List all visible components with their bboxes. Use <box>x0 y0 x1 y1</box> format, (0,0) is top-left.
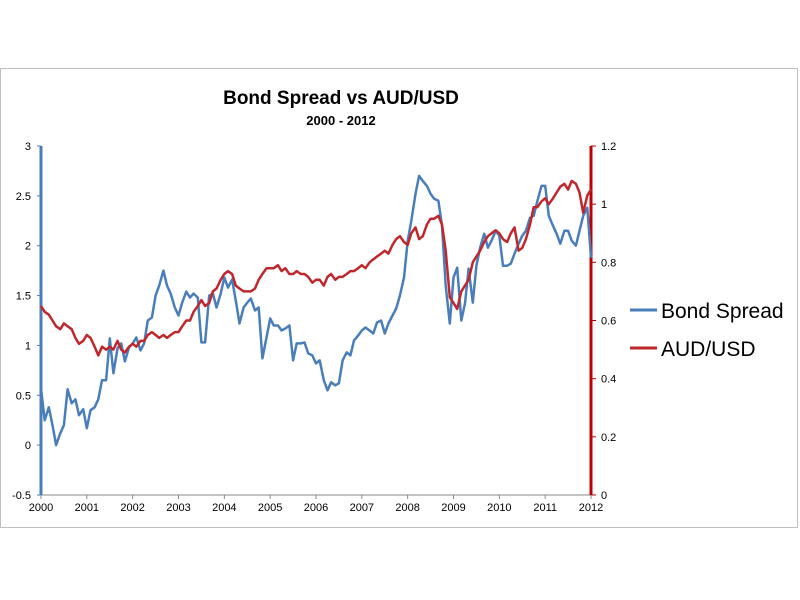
left-axis-tick-label: 1 <box>25 340 31 352</box>
x-axis-tick-label: 2012 <box>579 502 603 514</box>
chart-svg: Bond Spread vs AUD/USD 2000 - 2012 -0.5 0… <box>12 88 784 514</box>
series-line-bond-spread <box>39 174 593 447</box>
x-axis-tick-label: 2003 <box>166 502 190 514</box>
left-axis-tick-label: 2.5 <box>16 191 31 203</box>
right-axis-tick-label: 1.2 <box>601 141 616 153</box>
x-axis-tick-label: 2005 <box>258 502 282 514</box>
chart-frame: Bond Spread vs AUD/USD 2000 - 2012 -0.5 0… <box>0 68 798 528</box>
x-axis-tick-label: 2002 <box>120 502 144 514</box>
x-axis-tick-label: 2001 <box>75 502 99 514</box>
chart-title: Bond Spread vs AUD/USD <box>223 88 459 109</box>
legend-label: AUD/USD <box>661 338 756 361</box>
x-axis-tick-label: 2006 <box>304 502 328 514</box>
right-axis-tick-label: 1 <box>601 199 607 211</box>
left-axis-tick-label: 2 <box>25 241 31 253</box>
right-axis-tick-label: 0.2 <box>601 432 616 444</box>
x-axis-tick-label: 2009 <box>441 502 465 514</box>
right-axis-tick-label: 0.4 <box>601 374 616 386</box>
left-axis-tick-label: 1.5 <box>16 291 31 303</box>
x-axis-tick-label: 2011 <box>533 502 557 514</box>
x-axis-tick-label: 2010 <box>487 502 511 514</box>
left-axis-tick-label: 3 <box>25 141 31 153</box>
left-axis-tick-label: 0 <box>25 440 31 452</box>
x-axis-tick-label: 2000 <box>29 502 53 514</box>
plot-area: -0.5 0 0.5 1 1.5 2 2.5 3 0 0.2 0.4 0.6 0.8 1 1.2 2000 20… <box>12 141 616 514</box>
x-axis-tick-label: 2007 <box>350 502 374 514</box>
chart-subtitle: 2000 - 2012 <box>306 113 375 128</box>
right-axis-tick-label: 0 <box>601 490 607 502</box>
x-axis-tick-label: 2004 <box>212 502 236 514</box>
right-axis-tick-label: 0.8 <box>601 257 616 269</box>
left-axis-tick-label: -0.5 <box>12 490 31 502</box>
legend: Bond Spread AUD/USD <box>630 300 784 361</box>
series-line-aud-usd <box>39 179 593 357</box>
left-axis-tick-label: 0.5 <box>16 390 31 402</box>
legend-label: Bond Spread <box>661 300 784 323</box>
right-axis-tick-label: 0.6 <box>601 316 616 328</box>
x-axis-tick-label: 2008 <box>395 502 419 514</box>
